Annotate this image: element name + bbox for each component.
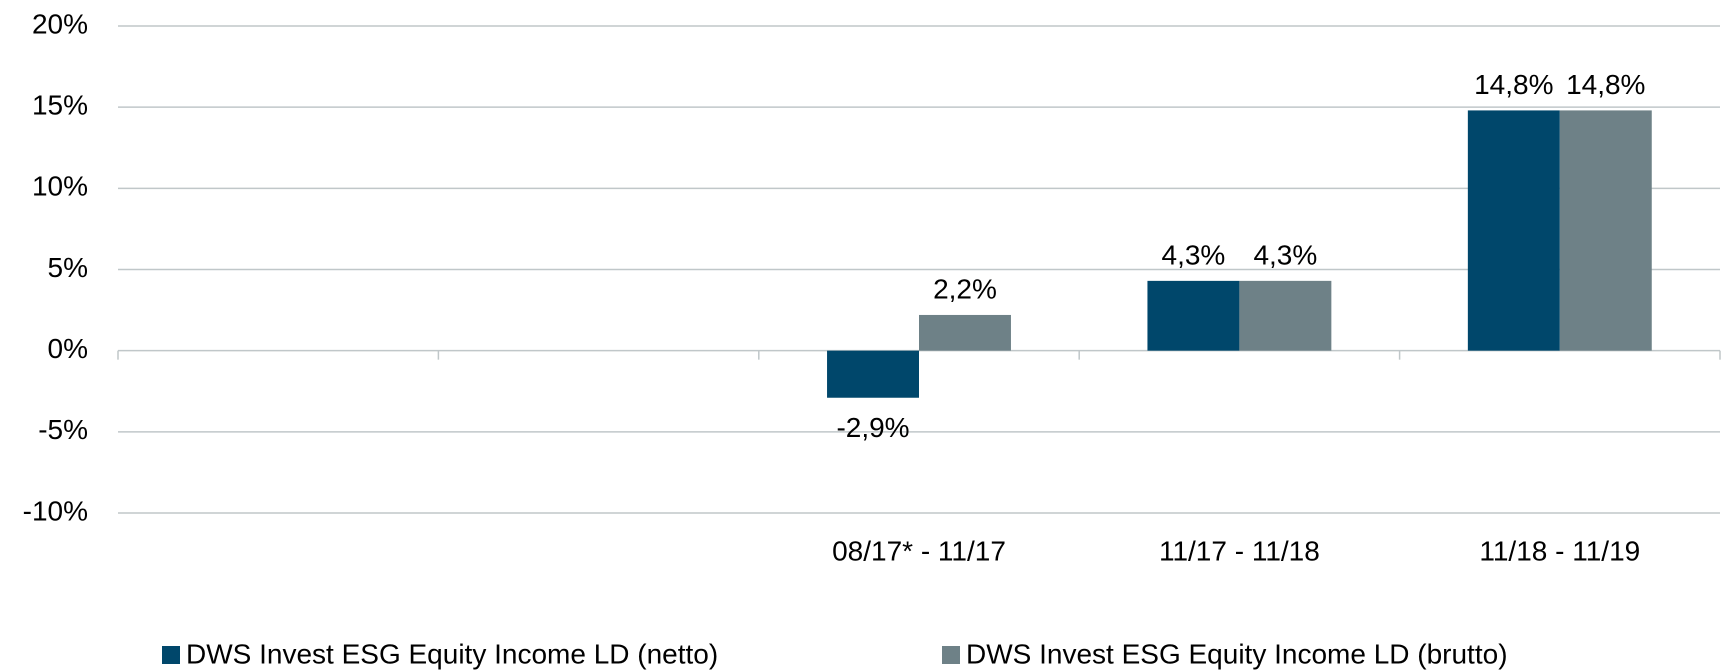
y-tick-label: 10% [32,171,88,202]
x-tick-label: 08/17* - 11/17 [832,535,1006,566]
bar [1239,280,1332,351]
data-label: 14,8% [1566,69,1645,100]
data-label: 14,8% [1474,69,1553,100]
x-tick-label: 11/17 - 11/18 [1159,535,1320,566]
y-tick-label: 5% [48,252,88,283]
bar [1467,110,1560,351]
bar [1147,280,1240,351]
data-label: 4,3% [1253,239,1317,270]
y-tick-label: 15% [32,90,88,121]
y-tick-label: 0% [48,333,88,364]
legend-label: DWS Invest ESG Equity Income LD (netto) [186,638,718,669]
y-tick-label: 20% [32,8,88,39]
y-tick-label: -5% [38,414,88,445]
bar [1559,110,1652,351]
x-tick-label: 11/18 - 11/19 [1479,535,1640,566]
data-label: 2,2% [933,273,997,304]
bar [919,314,1011,351]
y-tick-label: -10% [23,495,88,526]
data-label: -2,9% [836,412,909,443]
legend-swatch [942,646,960,664]
legend-label: DWS Invest ESG Equity Income LD (brutto) [966,638,1508,669]
data-label: 4,3% [1162,239,1226,270]
bar [827,350,919,398]
legend-swatch [162,646,180,664]
